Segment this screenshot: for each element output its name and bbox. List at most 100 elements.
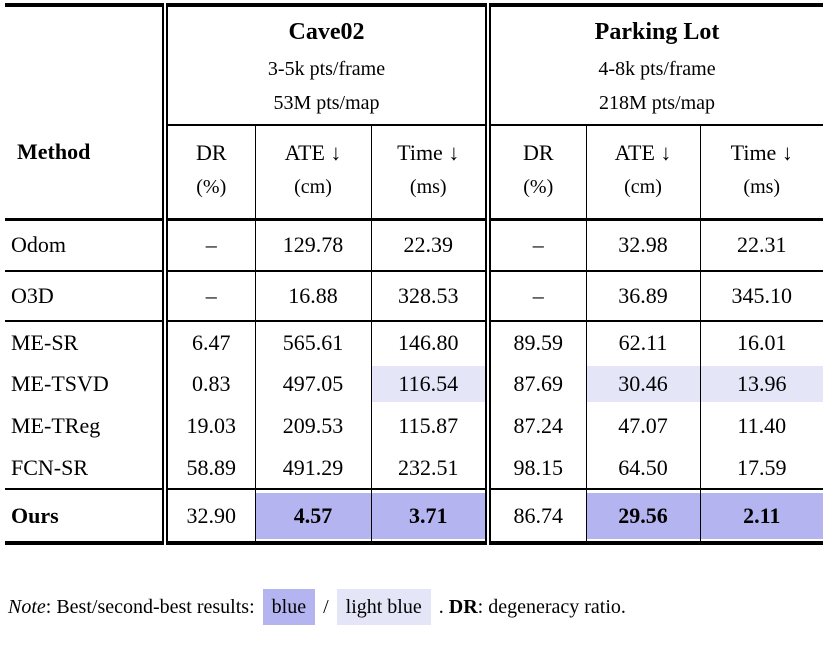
value-text: 115.87 xyxy=(398,413,459,438)
method-cell: ME-TSVD xyxy=(11,371,109,396)
value-text: 64.50 xyxy=(618,454,668,480)
group-header-spacer xyxy=(5,3,165,125)
value-text: 129.78 xyxy=(282,232,344,258)
table-footnote: Note: Best/second-best results: blue / l… xyxy=(8,589,826,625)
method-cell: ME-TReg xyxy=(11,413,101,438)
second-best-color-swatch: light blue xyxy=(336,589,431,625)
header-ate-cave02: ATE ↓ (cm) xyxy=(254,125,371,221)
value-cell: 58.89 xyxy=(162,447,255,490)
method-header-label: Method xyxy=(17,139,91,164)
value-text: 22.39 xyxy=(403,232,454,258)
value-cell: 16.88 xyxy=(254,271,371,322)
value-text: 0.83 xyxy=(192,371,231,396)
group-cave02: Cave02 3-5k pts/frame 53M pts/map xyxy=(162,3,488,126)
value-text: 345.10 xyxy=(731,283,793,308)
value-text: 87.24 xyxy=(513,413,564,438)
value-text: 565.61 xyxy=(282,329,344,355)
table-row-ours: Ours 32.90 4.57 3.71 86.74 29.56 2.11 xyxy=(5,489,823,545)
header-ate-parking: ATE ↓ (cm) xyxy=(585,125,700,221)
value-text: 16.01 xyxy=(737,329,787,355)
value-text: – xyxy=(205,232,217,258)
method-header-cell: Method xyxy=(5,125,165,221)
value-cell: – xyxy=(485,271,586,322)
value-cell: 64.50 xyxy=(585,447,700,490)
table-row-fcn-sr: FCN-SR 58.89 491.29 232.51 98.15 64.50 1… xyxy=(5,447,823,490)
header-unit: (cm) xyxy=(624,176,662,198)
value-cell: 3.71 xyxy=(370,489,488,545)
value-cell: 115.87 xyxy=(370,405,488,447)
value-cell: 129.78 xyxy=(254,219,371,272)
value-text: 16.88 xyxy=(288,283,338,308)
second-best-highlight: 13.96 xyxy=(700,366,823,402)
group-pts-per-frame: 3-5k pts/frame xyxy=(267,58,386,80)
header-unit: (%) xyxy=(196,176,227,198)
value-text: 11.40 xyxy=(737,413,787,438)
group-parking-lot: Parking Lot 4-8k pts/frame 218M pts/map xyxy=(485,3,823,126)
value-cell: 30.46 xyxy=(585,363,700,405)
value-cell: 2.11 xyxy=(699,489,823,545)
value-text: 497.05 xyxy=(282,371,344,396)
value-cell: 209.53 xyxy=(254,405,371,447)
value-text: – xyxy=(205,283,217,308)
value-cell: 565.61 xyxy=(254,321,371,363)
value-cell: 4.57 xyxy=(254,489,371,545)
value-cell: 62.11 xyxy=(585,321,700,363)
method-cell: O3D xyxy=(5,271,165,322)
header-dr-parking: DR (%) xyxy=(485,125,586,221)
header-time-cave02: Time ↓ (ms) xyxy=(370,125,488,221)
value-cell: – xyxy=(485,219,586,272)
value-text: 62.11 xyxy=(618,329,668,355)
header-label: DR xyxy=(522,140,554,165)
group-title: Parking Lot xyxy=(594,19,720,45)
table-row-me-tsvd: ME-TSVD 0.83 497.05 116.54 87.69 30.46 1… xyxy=(5,363,823,405)
value-text: 58.89 xyxy=(186,454,237,480)
value-cell: 19.03 xyxy=(162,405,255,447)
method-cell: ME-SR xyxy=(11,329,79,355)
value-text: – xyxy=(532,232,544,258)
value-cell: 6.47 xyxy=(162,321,255,363)
value-cell: 17.59 xyxy=(699,447,823,490)
header-unit: (ms) xyxy=(409,176,447,198)
table-row-odom: Odom – 129.78 22.39 – 32.98 22.31 xyxy=(5,219,823,272)
header-label: ATE ↓ xyxy=(614,140,672,165)
value-cell: 16.01 xyxy=(699,321,823,363)
value-cell: 36.89 xyxy=(585,271,700,322)
value-cell: – xyxy=(162,219,255,272)
note-period: . xyxy=(438,596,444,618)
group-pts-per-frame: 4-8k pts/frame xyxy=(598,58,716,80)
value-cell: 232.51 xyxy=(370,447,488,490)
value-text: 19.03 xyxy=(186,413,237,438)
value-cell: 491.29 xyxy=(254,447,371,490)
value-text: 89.59 xyxy=(513,329,564,355)
value-cell: 0.83 xyxy=(162,363,255,405)
value-text: 232.51 xyxy=(398,454,459,480)
group-pts-per-map: 218M pts/map xyxy=(598,92,716,114)
value-text: 491.29 xyxy=(282,454,344,480)
header-unit: (ms) xyxy=(743,176,781,198)
header-dr-cave02: DR (%) xyxy=(162,125,255,221)
best-highlight: 3.71 xyxy=(371,492,485,539)
header-unit: (%) xyxy=(523,176,554,198)
table-row-me-sr: ME-SR 6.47 565.61 146.80 89.59 62.11 16.… xyxy=(5,321,823,363)
value-cell: 47.07 xyxy=(585,405,700,447)
best-highlight: 29.56 xyxy=(586,492,700,539)
value-cell: 32.98 xyxy=(585,219,700,272)
group-header-row: Cave02 3-5k pts/frame 53M pts/map Parkin… xyxy=(5,3,823,126)
value-text: 87.69 xyxy=(513,371,564,396)
value-cell: 22.31 xyxy=(699,219,823,272)
second-best-highlight: 30.46 xyxy=(586,366,700,402)
value-text: – xyxy=(532,283,544,308)
value-cell: 29.56 xyxy=(585,489,700,545)
method-cell: Ours xyxy=(5,489,165,545)
note-body: : Best/second-best results: xyxy=(45,596,255,618)
value-text: 146.80 xyxy=(398,329,459,355)
value-cell: 13.96 xyxy=(699,363,823,405)
value-cell: – xyxy=(162,271,255,322)
value-text: 328.53 xyxy=(398,283,459,308)
results-table: Cave02 3-5k pts/frame 53M pts/map Parkin… xyxy=(5,3,823,545)
value-text: 17.59 xyxy=(737,454,787,480)
value-cell: 116.54 xyxy=(370,363,488,405)
second-best-highlight: 116.54 xyxy=(371,366,485,402)
value-text: 209.53 xyxy=(282,413,344,438)
column-header-row: Method DR (%) ATE ↓ (cm) Time ↓ (ms) DR … xyxy=(5,125,823,221)
